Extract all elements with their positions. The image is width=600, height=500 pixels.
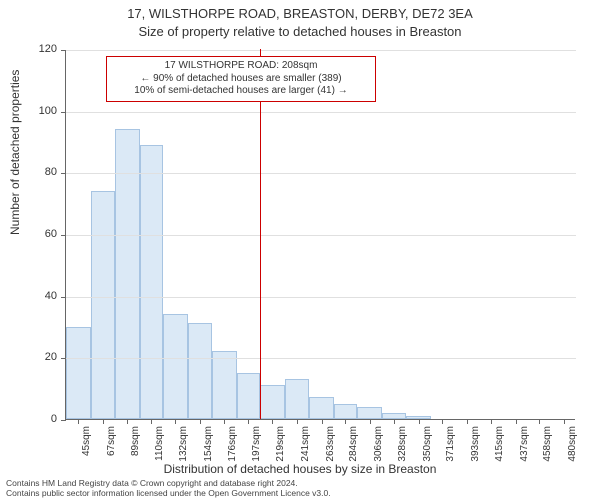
x-tick — [200, 419, 201, 424]
x-tick — [491, 419, 492, 424]
x-tick-label: 350sqm — [422, 426, 433, 486]
x-tick — [442, 419, 443, 424]
histogram-bar — [260, 385, 285, 419]
footer-line1: Contains HM Land Registry data © Crown c… — [6, 478, 331, 488]
gridline — [66, 235, 576, 236]
gridline — [66, 112, 576, 113]
x-tick — [127, 419, 128, 424]
y-tick-label: 120 — [0, 43, 57, 55]
gridline — [66, 173, 576, 174]
histogram-bar — [91, 191, 116, 419]
x-tick-label: 306sqm — [373, 426, 384, 486]
chart-title-line1: 17, WILSTHORPE ROAD, BREASTON, DERBY, DE… — [0, 6, 600, 21]
histogram-bar — [188, 323, 213, 419]
gridline — [66, 50, 576, 51]
y-tick-label: 80 — [0, 166, 57, 178]
y-tick-label: 40 — [0, 290, 57, 302]
y-tick — [61, 173, 66, 174]
histogram-bar — [66, 327, 91, 420]
chart-title-line2: Size of property relative to detached ho… — [0, 24, 600, 39]
histogram-bar — [285, 379, 310, 419]
annotation-line3: 10% of semi-detached houses are larger (… — [113, 85, 369, 98]
x-tick — [370, 419, 371, 424]
x-tick — [322, 419, 323, 424]
x-tick — [272, 419, 273, 424]
bars-layer — [66, 49, 576, 419]
footer-line2: Contains public sector information licen… — [6, 488, 331, 498]
x-tick — [224, 419, 225, 424]
x-tick-label: 437sqm — [519, 426, 530, 486]
gridline — [66, 358, 576, 359]
x-tick-label: 458sqm — [542, 426, 553, 486]
annotation-line1: 17 WILSTHORPE ROAD: 208sqm — [113, 60, 369, 73]
x-tick-label: 284sqm — [348, 426, 359, 486]
histogram-bar — [309, 397, 334, 419]
gridline — [66, 297, 576, 298]
y-axis-label: Number of detached properties — [8, 70, 22, 235]
footer-text: Contains HM Land Registry data © Crown c… — [6, 478, 331, 498]
y-tick — [61, 420, 66, 421]
x-tick — [297, 419, 298, 424]
y-tick — [61, 358, 66, 359]
histogram-bar — [140, 145, 163, 419]
x-tick — [394, 419, 395, 424]
x-tick-label: 328sqm — [397, 426, 408, 486]
histogram-bar — [212, 351, 237, 419]
x-tick — [539, 419, 540, 424]
y-tick — [61, 235, 66, 236]
histogram-bar — [334, 404, 357, 419]
y-tick-label: 100 — [0, 105, 57, 117]
x-tick — [467, 419, 468, 424]
x-tick — [103, 419, 104, 424]
x-axis-label: Distribution of detached houses by size … — [0, 462, 600, 476]
x-tick-label: 371sqm — [445, 426, 456, 486]
x-tick — [419, 419, 420, 424]
y-tick-label: 0 — [0, 413, 57, 425]
x-tick — [175, 419, 176, 424]
histogram-bar — [237, 373, 260, 419]
x-tick — [564, 419, 565, 424]
y-tick — [61, 297, 66, 298]
plot-area: 17 WILSTHORPE ROAD: 208sqm ← 90% of deta… — [65, 50, 575, 420]
histogram-bar — [357, 407, 382, 419]
x-tick — [78, 419, 79, 424]
chart-container: 17, WILSTHORPE ROAD, BREASTON, DERBY, DE… — [0, 0, 600, 500]
x-tick-label: 415sqm — [494, 426, 505, 486]
y-tick-label: 20 — [0, 351, 57, 363]
annotation-box: 17 WILSTHORPE ROAD: 208sqm ← 90% of deta… — [106, 56, 376, 102]
x-tick-label: 393sqm — [470, 426, 481, 486]
x-tick — [151, 419, 152, 424]
histogram-bar — [163, 314, 188, 419]
x-tick — [516, 419, 517, 424]
x-tick — [248, 419, 249, 424]
x-tick-label: 480sqm — [567, 426, 578, 486]
x-tick — [345, 419, 346, 424]
annotation-line2: ← 90% of detached houses are smaller (38… — [113, 73, 369, 86]
y-tick-label: 60 — [0, 228, 57, 240]
reference-line — [260, 49, 261, 419]
y-tick — [61, 112, 66, 113]
y-tick — [61, 50, 66, 51]
